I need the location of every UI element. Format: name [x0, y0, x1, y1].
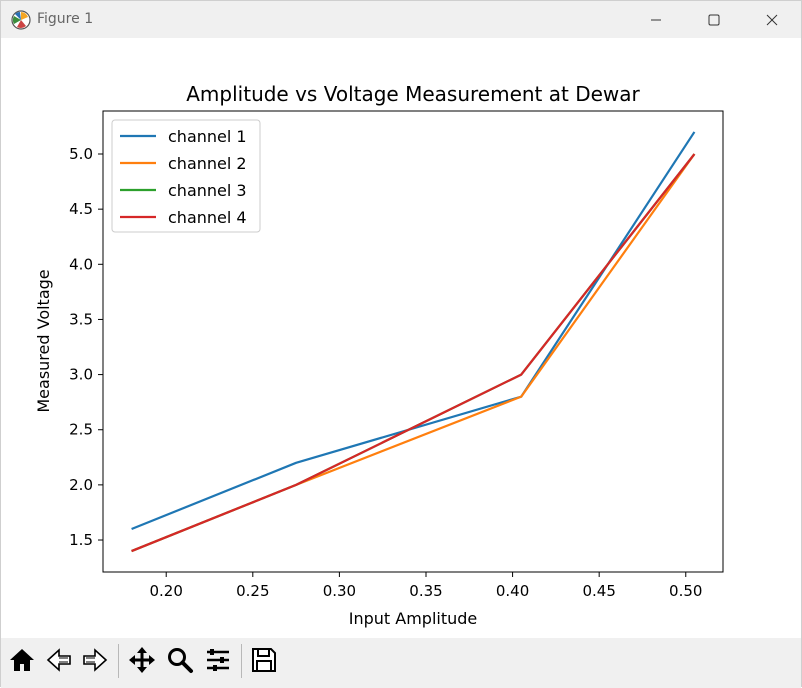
toolbar-separator: [241, 644, 242, 678]
figure-canvas[interactable]: Amplitude vs Voltage Measurement at Dewa…: [1, 38, 801, 638]
x-tick-label: 0.25: [236, 582, 269, 600]
move-icon: [129, 647, 155, 673]
line-chart: Amplitude vs Voltage Measurement at Dewa…: [34, 82, 724, 628]
maximize-button[interactable]: [685, 1, 743, 38]
legend-label: channel 2: [168, 154, 247, 173]
y-tick-label: 3.0: [69, 366, 93, 384]
x-tick-label: 0.50: [669, 582, 702, 600]
arrow-right-icon: [83, 648, 108, 672]
x-tick-label: 0.45: [582, 582, 615, 600]
y-tick-label: 1.5: [69, 531, 93, 549]
y-tick-label: 2.5: [69, 421, 93, 439]
chart-title: Amplitude vs Voltage Measurement at Dewa…: [186, 82, 640, 106]
maximize-icon: [708, 14, 720, 25]
sliders-icon: [207, 649, 229, 671]
window-title: Figure 1: [37, 11, 94, 27]
zoom-button[interactable]: [163, 643, 197, 677]
close-button[interactable]: [743, 1, 801, 38]
forward-button[interactable]: [78, 643, 112, 677]
floppy-disk-icon: [252, 648, 276, 672]
y-tick-label: 5.0: [69, 145, 93, 163]
close-icon: [766, 14, 778, 25]
legend-label: channel 1: [168, 127, 247, 146]
y-axis-label: Measured Voltage: [34, 269, 53, 412]
toolbar-separator: [118, 644, 119, 678]
y-tick-label: 3.5: [69, 310, 93, 328]
legend-box: [111, 119, 261, 233]
y-tick-label: 4.5: [69, 200, 93, 218]
configure-subplots-button[interactable]: [201, 643, 235, 677]
legend-label: channel 3: [168, 181, 247, 200]
back-button[interactable]: [42, 643, 76, 677]
navigation-toolbar: [1, 638, 801, 688]
matplotlib-logo-icon: [11, 10, 31, 30]
title-bar: Figure 1: [1, 1, 801, 38]
arrow-left-icon: [46, 648, 71, 672]
x-tick-label: 0.35: [409, 582, 442, 600]
save-button[interactable]: [247, 643, 281, 677]
y-tick-label: 4.0: [69, 255, 93, 273]
home-icon: [10, 649, 34, 671]
minimize-button[interactable]: [627, 1, 685, 38]
x-tick-label: 0.20: [150, 582, 183, 600]
x-tick-label: 0.30: [323, 582, 356, 600]
minimize-icon: [651, 19, 661, 20]
y-tick-label: 2.0: [69, 476, 93, 494]
home-button[interactable]: [5, 643, 39, 677]
pan-button[interactable]: [125, 643, 159, 677]
x-tick-label: 0.40: [496, 582, 529, 600]
series-line-channel-4: [131, 153, 696, 553]
legend-label: channel 4: [168, 208, 247, 227]
plot-frame: [102, 110, 724, 573]
x-axis-label: Input Amplitude: [349, 609, 478, 628]
magnifier-icon: [168, 648, 193, 673]
